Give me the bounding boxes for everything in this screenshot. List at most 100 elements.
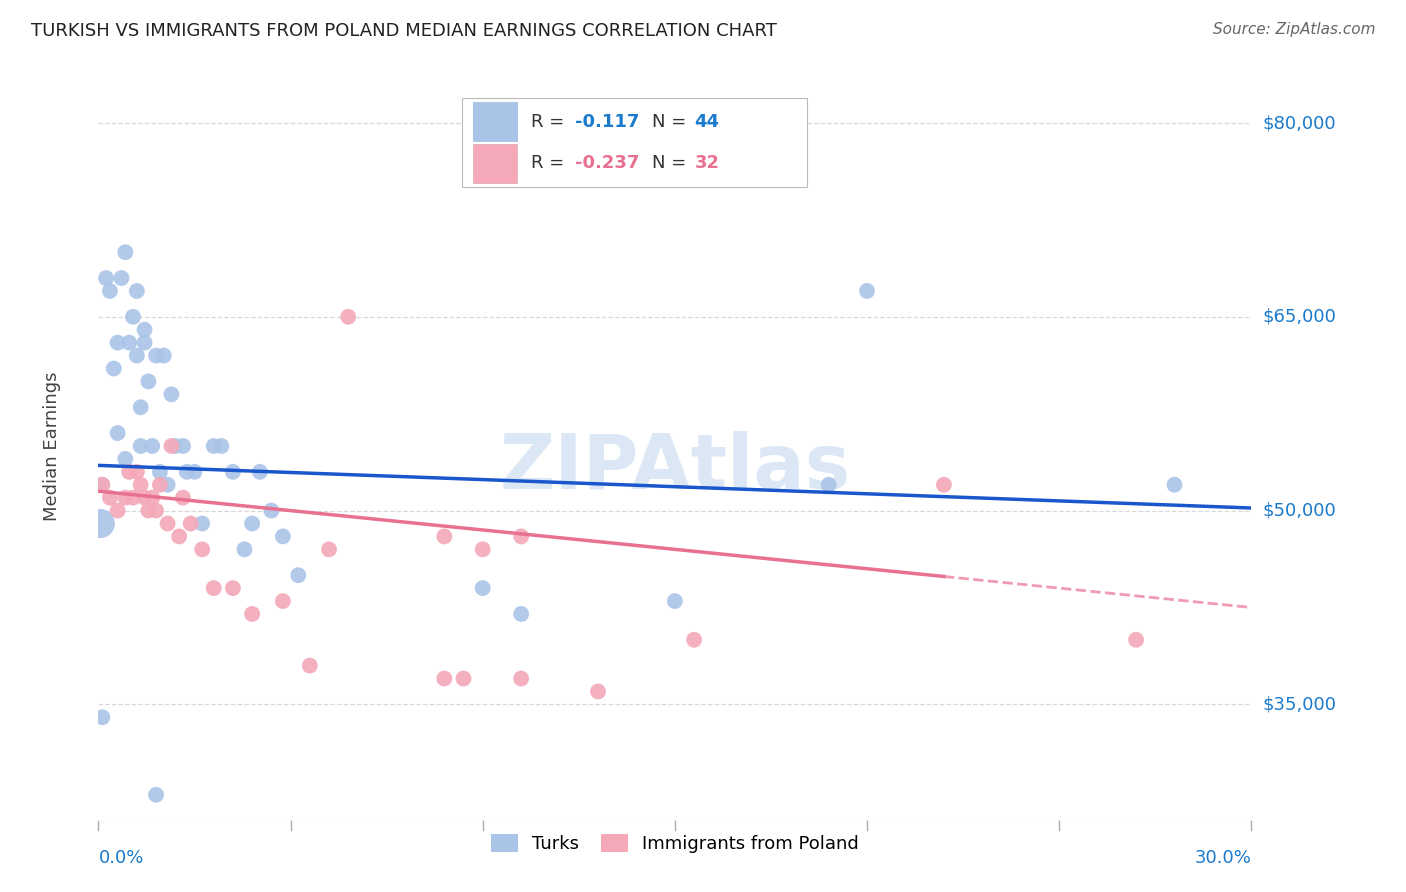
Point	[202, 581, 225, 595]
Point	[114, 245, 136, 260]
FancyBboxPatch shape	[461, 97, 807, 187]
Point	[134, 335, 156, 350]
Text: 30.0%: 30.0%	[1195, 849, 1251, 867]
Point	[118, 465, 141, 479]
Text: Source: ZipAtlas.com: Source: ZipAtlas.com	[1212, 22, 1375, 37]
Point	[240, 516, 263, 531]
Point	[337, 310, 360, 324]
Point	[165, 439, 187, 453]
Point	[240, 607, 263, 621]
Point	[202, 439, 225, 453]
Point	[156, 516, 179, 531]
Point	[172, 439, 194, 453]
Text: $65,000: $65,000	[1263, 308, 1336, 326]
Point	[134, 491, 156, 505]
Point	[122, 310, 145, 324]
Point	[471, 581, 494, 595]
Point	[145, 503, 167, 517]
Point	[172, 491, 194, 505]
Point	[298, 658, 321, 673]
Point	[91, 477, 114, 491]
Text: TURKISH VS IMMIGRANTS FROM POLAND MEDIAN EARNINGS CORRELATION CHART: TURKISH VS IMMIGRANTS FROM POLAND MEDIAN…	[31, 22, 776, 40]
Point	[510, 607, 533, 621]
Text: 0.0%: 0.0%	[98, 849, 143, 867]
Point	[1163, 477, 1185, 491]
Point	[91, 477, 114, 491]
Point	[222, 465, 245, 479]
Point	[209, 439, 232, 453]
Point	[98, 491, 121, 505]
Point	[183, 465, 205, 479]
Text: -0.117: -0.117	[575, 113, 638, 131]
Text: $80,000: $80,000	[1263, 114, 1336, 132]
Point	[145, 349, 167, 363]
Point	[433, 672, 456, 686]
Text: 32: 32	[695, 154, 720, 172]
Text: $35,000: $35,000	[1263, 696, 1337, 714]
Point	[160, 439, 183, 453]
Point	[114, 491, 136, 505]
Point	[433, 529, 456, 543]
Point	[98, 284, 121, 298]
Point	[664, 594, 686, 608]
Point	[107, 426, 129, 441]
Point	[118, 335, 141, 350]
Point	[586, 684, 609, 698]
FancyBboxPatch shape	[472, 144, 517, 183]
Point	[145, 788, 167, 802]
Point	[191, 516, 214, 531]
Point	[260, 503, 283, 517]
Point	[180, 516, 202, 531]
Legend: Turks, Immigrants from Poland: Turks, Immigrants from Poland	[484, 827, 866, 860]
Point	[271, 529, 294, 543]
Point	[683, 632, 706, 647]
Point	[125, 349, 148, 363]
Point	[318, 542, 340, 557]
Text: R =: R =	[531, 154, 569, 172]
Point	[287, 568, 309, 582]
Point	[156, 477, 179, 491]
Point	[129, 477, 152, 491]
Point	[125, 465, 148, 479]
Point	[141, 439, 163, 453]
Point	[149, 477, 172, 491]
Point	[249, 465, 271, 479]
Text: R =: R =	[531, 113, 569, 131]
Point	[152, 349, 174, 363]
Point	[125, 284, 148, 298]
Point	[817, 477, 839, 491]
Point	[107, 503, 129, 517]
Point	[856, 284, 879, 298]
Point	[94, 271, 117, 285]
FancyBboxPatch shape	[472, 103, 517, 141]
Point	[222, 581, 245, 595]
Point	[271, 594, 294, 608]
Point	[510, 672, 533, 686]
Point	[129, 439, 152, 453]
Point	[103, 361, 125, 376]
Point	[471, 542, 494, 557]
Point	[129, 401, 152, 415]
Point	[932, 477, 955, 491]
Point	[176, 465, 198, 479]
Point	[1125, 632, 1147, 647]
Text: ZIPAtlas: ZIPAtlas	[499, 432, 851, 506]
Text: $50,000: $50,000	[1263, 501, 1336, 520]
Text: 44: 44	[695, 113, 720, 131]
Point	[91, 710, 114, 724]
Text: N =: N =	[652, 154, 692, 172]
Point	[149, 465, 172, 479]
Point	[114, 451, 136, 466]
Point	[138, 503, 160, 517]
Text: -0.237: -0.237	[575, 154, 638, 172]
Point	[233, 542, 256, 557]
Point	[110, 271, 132, 285]
Point	[141, 491, 163, 505]
Point	[122, 491, 145, 505]
Point	[191, 542, 214, 557]
Point	[510, 529, 533, 543]
Point	[89, 516, 111, 531]
Point	[453, 672, 475, 686]
Point	[160, 387, 183, 401]
Point	[138, 375, 160, 389]
